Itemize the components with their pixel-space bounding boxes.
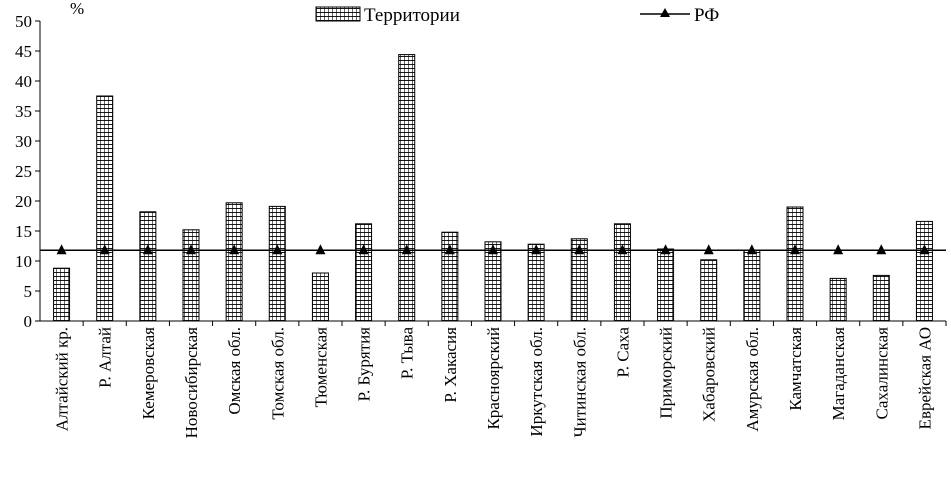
- legend-swatch-bars: [315, 6, 361, 22]
- rf-marker-3: [142, 244, 153, 255]
- rf-marker-11: [488, 244, 498, 255]
- y-tick-label: 10: [15, 252, 32, 271]
- category-label: Кемеровская: [139, 327, 158, 420]
- category-label: Хабаровский: [700, 327, 719, 422]
- bar-12: [527, 243, 545, 322]
- category-label: Р. Саха: [613, 327, 632, 378]
- rf-marker-6: [272, 244, 283, 255]
- y-ticks: 0 5 10 15 20 25 30 35 40 45 50: [15, 12, 40, 331]
- bar-5: [225, 202, 243, 322]
- category-label: Еврейская АО: [915, 327, 934, 429]
- y-tick-label: 30: [15, 132, 32, 151]
- y-tick-label: 50: [15, 12, 32, 31]
- category-label: Р. Бурятия: [355, 327, 374, 402]
- category-label: Сахалинская: [872, 327, 891, 420]
- rf-marker-7: [315, 244, 326, 255]
- rf-marker-12: [531, 244, 542, 255]
- bar-20: [872, 274, 890, 322]
- category-label: Магаданская: [829, 327, 848, 421]
- bar-19: [829, 277, 847, 322]
- bar-9: [398, 54, 416, 322]
- y-tick-label: 20: [15, 192, 32, 211]
- category-label: Томская обл.: [268, 327, 287, 420]
- y-tick-label: 45: [15, 42, 32, 61]
- category-label: Тюменская: [311, 327, 330, 408]
- rf-marker-13: [574, 244, 585, 255]
- bar-7: [311, 272, 329, 322]
- category-label: Амурская обл.: [743, 327, 762, 432]
- rf-marker-10: [444, 244, 455, 255]
- category-label: Читинская обл.: [570, 327, 589, 437]
- category-label: Алтайский кр.: [53, 327, 72, 431]
- bar-10: [441, 231, 459, 322]
- y-tick-label: 5: [24, 282, 33, 301]
- category-labels: Алтайский кр. Р. Алтай Кемеровская Новосиби…: [53, 327, 935, 439]
- bar-21: [915, 220, 933, 322]
- category-label: Новосибирская: [182, 327, 201, 439]
- category-label: Р. Хакасия: [441, 327, 460, 403]
- category-label: Камчатская: [786, 327, 805, 411]
- bar-18: [786, 206, 804, 322]
- rf-marker-21: [919, 244, 930, 255]
- y-tick-label: 25: [15, 162, 32, 181]
- rf-marker-17: [746, 244, 757, 255]
- rf-marker-8: [358, 244, 369, 255]
- bar-2: [96, 95, 114, 322]
- rf-marker-4: [186, 244, 196, 255]
- rf-marker-14: [617, 244, 628, 255]
- rf-marker-2: [99, 244, 110, 255]
- category-label: Приморский: [657, 327, 676, 419]
- category-label: Красноярский: [484, 327, 503, 430]
- rf-marker-20: [876, 244, 887, 255]
- bar-4: [182, 229, 200, 322]
- rf-marker-1: [56, 244, 67, 255]
- category-label: Омская обл.: [225, 327, 244, 415]
- x-ticks: [82, 321, 947, 326]
- bar-6: [268, 205, 286, 322]
- bar-15: [657, 248, 675, 322]
- bar-1: [53, 267, 71, 322]
- category-label: Р. Алтай: [96, 327, 115, 388]
- bar-series: [53, 54, 933, 322]
- rf-marker-19: [833, 244, 844, 255]
- y-unit-label: %: [70, 0, 84, 18]
- y-tick-label: 40: [15, 72, 32, 91]
- y-tick-label: 35: [15, 102, 32, 121]
- legend: Территории РФ: [315, 5, 719, 26]
- rf-marker-15: [660, 244, 671, 255]
- rf-marker-16: [703, 244, 714, 255]
- y-tick-label: 0: [24, 312, 33, 331]
- bar-8: [355, 223, 373, 322]
- legend-label-bars: Территории: [364, 5, 460, 26]
- bar-16: [700, 259, 718, 322]
- legend-marker-triangle-icon: [660, 8, 670, 17]
- bar-11: [484, 241, 502, 322]
- bar-14: [613, 223, 631, 322]
- bar-3: [139, 211, 157, 322]
- category-label: Иркутская обл.: [527, 327, 546, 437]
- rf-marker-5: [229, 244, 240, 255]
- y-tick-label: 15: [15, 222, 32, 241]
- rf-line-series: [40, 244, 946, 255]
- category-label: Р. Тыва: [398, 327, 417, 380]
- bar-17: [743, 249, 761, 322]
- rf-marker-9: [401, 244, 412, 255]
- rf-marker-18: [790, 244, 800, 255]
- legend-label-line: РФ: [694, 5, 719, 26]
- bar-13: [570, 238, 588, 322]
